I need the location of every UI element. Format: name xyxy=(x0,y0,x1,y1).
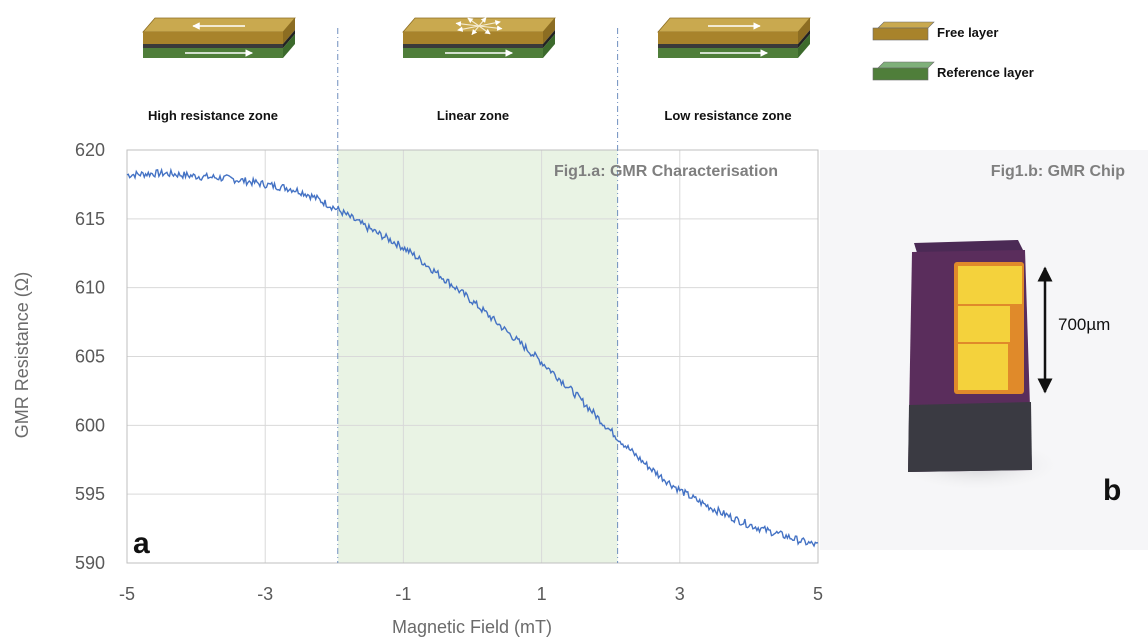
chip-base xyxy=(908,402,1032,472)
spacer-layer xyxy=(658,44,798,48)
zone-illustration: High resistance zone xyxy=(142,17,296,123)
free-layer-front xyxy=(403,32,543,44)
legend-swatch-top xyxy=(877,21,935,29)
zone-label: Linear zone xyxy=(437,108,509,123)
y-axis-label: GMR Resistance (Ω) xyxy=(12,272,32,438)
free-layer-side xyxy=(543,18,555,44)
spacer-layer xyxy=(403,44,543,48)
legend-label: Free layer xyxy=(937,25,998,40)
free-layer-front xyxy=(143,32,283,44)
y-tick-label: 620 xyxy=(75,140,105,160)
zone-illustration: Linear zone xyxy=(402,16,556,123)
y-tick-label: 615 xyxy=(75,209,105,229)
free-magnetization-arrow xyxy=(478,20,501,27)
chip-gold-pads xyxy=(954,262,1024,394)
x-tick-label: 3 xyxy=(675,584,685,604)
zone-label: Low resistance zone xyxy=(664,108,791,123)
dimension-label: 700µm xyxy=(1058,315,1110,334)
plot-frame xyxy=(126,149,819,564)
legend-swatch xyxy=(872,67,929,81)
panel-letter-b: b xyxy=(1103,474,1121,507)
x-tick-label: -1 xyxy=(395,584,411,604)
legend-swatch-top xyxy=(877,61,935,69)
free-magnetization-arrow xyxy=(478,16,487,27)
spacer-side xyxy=(798,30,810,48)
free-layer-top xyxy=(402,17,556,33)
y-tick-label: 595 xyxy=(75,484,105,504)
free-magnetization-arrow xyxy=(455,21,480,27)
gmr-curve-line xyxy=(126,167,819,548)
reference-layer-side xyxy=(543,34,555,58)
free-magnetization-arrow xyxy=(457,25,480,32)
zone-illustrations: High resistance zone Linear zone Low resis… xyxy=(142,16,811,123)
legend-item: Free layer xyxy=(872,21,998,41)
spacer-side xyxy=(543,30,555,48)
free-magnetization-arrow xyxy=(478,25,503,31)
y-tick-label: 600 xyxy=(75,415,105,435)
free-magnetization-arrow xyxy=(478,25,491,35)
free-layer-front xyxy=(658,32,798,44)
x-tick-label: -3 xyxy=(257,584,273,604)
chip-pad-2 xyxy=(958,306,1010,342)
reference-layer-side xyxy=(283,34,295,58)
x-axis-label: Magnetic Field (mT) xyxy=(392,617,552,637)
gmr-chart: 590 595 600 605 610 615 620 -5 -3 -1 1 3 5 Fig1.a: G… xyxy=(12,28,823,637)
legend-swatch xyxy=(872,27,929,41)
free-layer-top xyxy=(657,17,811,33)
y-tick-label: 605 xyxy=(75,347,105,367)
zone-dividers xyxy=(337,28,619,563)
reference-layer-side xyxy=(798,34,810,58)
gmr-chip-image xyxy=(908,240,1032,472)
x-tick-label: -5 xyxy=(119,584,135,604)
zone-label: High resistance zone xyxy=(148,108,278,123)
x-tick-label: 5 xyxy=(813,584,823,604)
free-magnetization-arrow xyxy=(471,25,480,36)
photo-title: Fig1.b: GMR Chip xyxy=(991,163,1125,180)
free-layer-side xyxy=(798,18,810,44)
legend-label: Reference layer xyxy=(937,65,1034,80)
chip-pad-1 xyxy=(958,266,1022,304)
spacer-side xyxy=(283,30,295,48)
legend-item: Reference layer xyxy=(872,61,1034,81)
y-tick-label: 610 xyxy=(75,278,105,298)
spacer-layer xyxy=(143,44,283,48)
axis-tick-labels: 590 595 600 605 610 615 620 -5 -3 -1 1 3 5 xyxy=(75,140,823,604)
panel-letter-a: a xyxy=(133,527,150,560)
free-layer-side xyxy=(283,18,295,44)
layer-legend: Free layer Reference layer xyxy=(872,21,1034,81)
chip-photo-panel: Fig1.b: GMR Chip 700µm b xyxy=(820,150,1148,550)
zone-illustration: Low resistance zone xyxy=(657,17,811,123)
free-layer-top xyxy=(142,17,296,33)
x-tick-label: 1 xyxy=(537,584,547,604)
free-magnetization-arrow xyxy=(467,17,480,27)
chart-title: Fig1.a: GMR Characterisation xyxy=(554,163,778,180)
chip-pad-3 xyxy=(958,344,1008,390)
y-tick-label: 590 xyxy=(75,553,105,573)
chart-grid xyxy=(126,149,819,564)
